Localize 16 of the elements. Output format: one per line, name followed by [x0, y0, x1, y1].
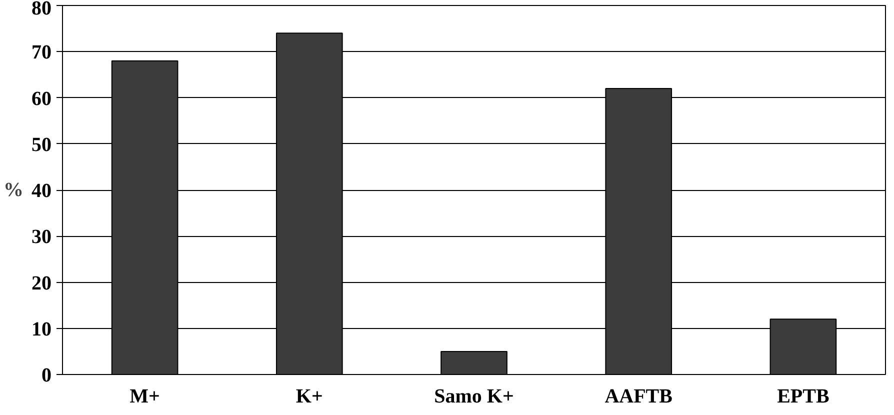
y-axis-title: %	[4, 179, 24, 201]
y-tick-label: 20	[32, 272, 52, 294]
y-tick-label: 60	[32, 88, 52, 110]
y-tick-label: 10	[32, 318, 52, 340]
y-tick-label: 80	[32, 0, 52, 20]
y-tick-label: 30	[32, 226, 52, 248]
x-tick-label: Samo K+	[434, 386, 514, 408]
bar	[440, 350, 508, 374]
y-tick-label: 40	[32, 180, 52, 202]
y-tick-label: 50	[32, 134, 52, 156]
y-tick-label: 0	[42, 364, 52, 386]
y-tick-label: 70	[32, 42, 52, 64]
x-tick-label: AAFTB	[604, 386, 673, 408]
x-tick-label: EPTB	[777, 386, 830, 408]
x-tick-label: M+	[130, 386, 160, 408]
x-tick-label: K+	[296, 386, 323, 408]
